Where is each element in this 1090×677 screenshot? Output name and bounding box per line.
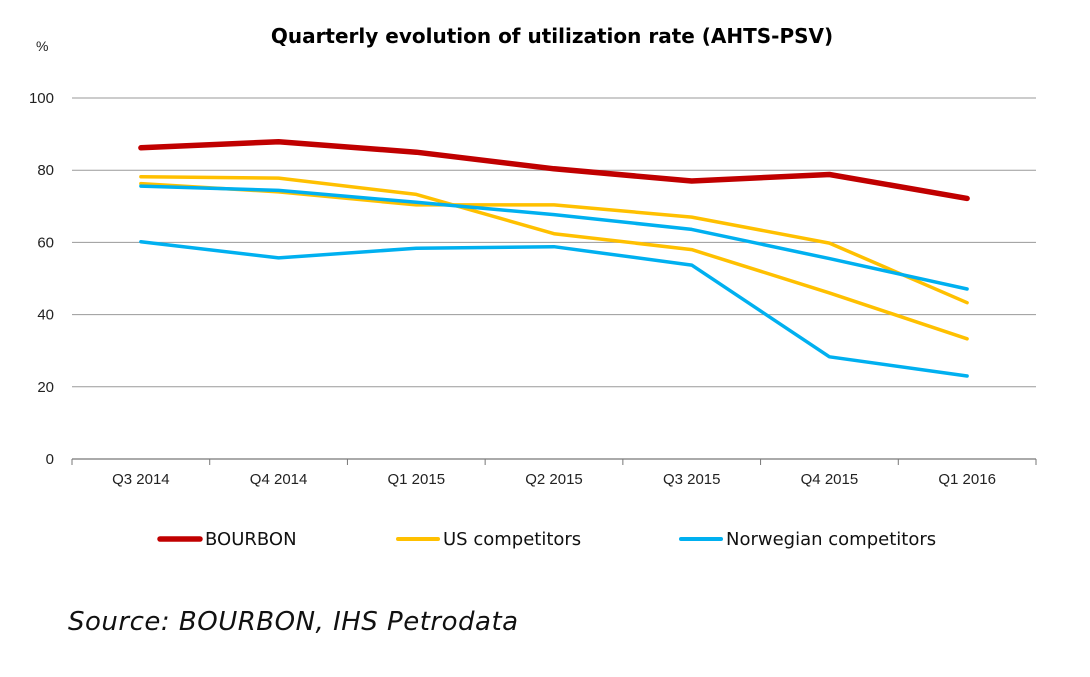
legend-label: BOURBON xyxy=(205,529,297,550)
legend-label: US competitors xyxy=(443,529,581,550)
x-tick-label: Q1 2016 xyxy=(938,471,996,488)
y-tick-label: 40 xyxy=(37,307,54,324)
y-unit-label: % xyxy=(36,38,48,54)
legend: BOURBON US competitors Norwegian competito… xyxy=(157,529,936,550)
y-axis-ticks: 0 20 40 60 80 100 xyxy=(29,90,54,468)
y-tick-label: 100 xyxy=(29,90,54,107)
y-tick-label: 60 xyxy=(37,234,54,251)
legend-label: Norwegian competitors xyxy=(726,529,936,550)
x-axis: Q3 2014 Q4 2014 Q1 2015 Q2 2015 Q3 2015 Q4 20… xyxy=(71,458,1037,488)
x-tick-label: Q3 2015 xyxy=(663,471,721,488)
x-tick-label: Q3 2014 xyxy=(112,471,170,488)
series-line-us-competitors xyxy=(139,174,969,341)
series-line-norwegian-competitors xyxy=(139,239,969,378)
x-tick-label: Q1 2015 xyxy=(388,471,446,488)
x-tick-label: Q2 2015 xyxy=(525,471,583,488)
y-tick-label: 20 xyxy=(37,379,54,396)
x-tick-label: Q4 2015 xyxy=(801,471,859,488)
line-chart: Quarterly evolution of utilization rate … xyxy=(29,24,1037,550)
gridlines xyxy=(72,97,1036,388)
y-tick-label: 80 xyxy=(37,162,54,179)
y-tick-label: 0 xyxy=(46,451,54,468)
series-line-us-competitors xyxy=(139,181,969,305)
chart-title: Quarterly evolution of utilization rate … xyxy=(271,24,833,48)
series-lines xyxy=(138,138,970,378)
x-tick-label: Q4 2014 xyxy=(250,471,308,488)
source-note: Source: BOURBON, IHS Petrodata xyxy=(68,607,519,637)
series-line-bourbon xyxy=(138,138,970,202)
series-line-norwegian-competitors xyxy=(139,184,969,291)
